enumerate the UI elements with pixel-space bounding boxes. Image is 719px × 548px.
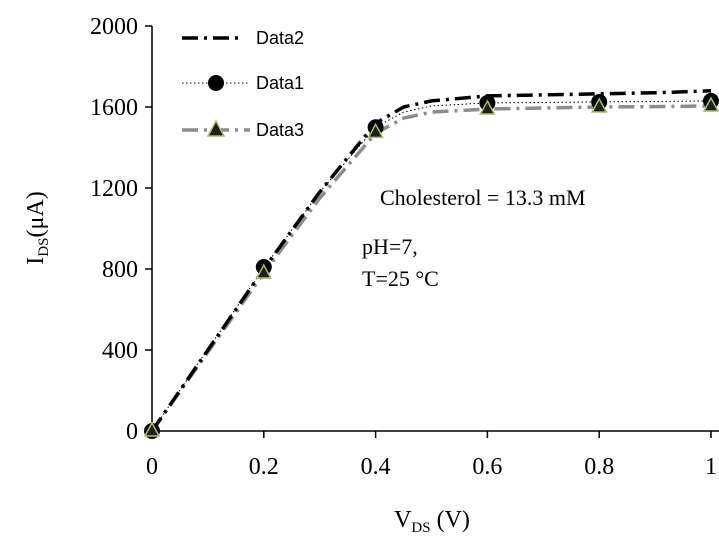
y-tick-label: 1600: [90, 95, 138, 121]
x-tick-label: 0: [146, 454, 158, 480]
y-tick-label: 1200: [90, 176, 138, 202]
data-point-data3: [590, 97, 608, 113]
x-ticks: 0 0.2 0.4 0.6 0.8 1: [146, 431, 717, 480]
data-point-data3: [143, 421, 161, 437]
legend-label-data2: Data2: [256, 28, 304, 48]
legend: Data2 Data1 Data3: [182, 28, 304, 140]
legend-item-data1: Data1: [182, 73, 304, 93]
data-point-data3: [367, 122, 384, 139]
y-axis-title-unit: (μA): [23, 191, 49, 237]
series-line-data3: [150, 104, 712, 433]
legend-marker-data3: [206, 119, 226, 137]
x-tick-label: 0.8: [584, 454, 614, 480]
data-point-data3: [702, 96, 719, 112]
series-line-data2: [150, 89, 712, 432]
x-tick-label: 0.2: [249, 454, 279, 480]
legend-marker-data1: [208, 75, 224, 91]
annotation-ph: pH=7,: [362, 234, 418, 259]
y-tick-label: 800: [102, 257, 138, 283]
x-axis-title: VDS (V): [394, 507, 470, 536]
legend-item-data2: Data2: [182, 28, 304, 48]
x-tick-label: 1: [705, 454, 717, 480]
y-axis-title: IDS(μA): [23, 191, 52, 264]
data-point-data3: [479, 99, 496, 115]
x-tick-label: 0.4: [361, 454, 391, 480]
series-line-data1: [151, 100, 712, 432]
x-tick-label: 0.6: [472, 454, 502, 480]
y-ticks: 0 400 800 1200 1600 2000: [90, 14, 152, 445]
y-tick-label: 0: [126, 419, 138, 445]
x-axis-title-unit: (V): [431, 507, 470, 533]
legend-label-data3: Data3: [256, 120, 304, 140]
y-tick-label: 2000: [90, 14, 138, 40]
data-point-data3: [255, 263, 273, 279]
series-layer: [143, 89, 719, 439]
y-axis-title-text: IDS(μA): [23, 191, 52, 264]
x-axis-title-sub: DS: [411, 520, 430, 536]
annotation-cholesterol: Cholesterol = 13.3 mM: [380, 185, 586, 210]
axes: 0 400 800 1200 1600 2000 0 0.2 0.4 0.6 0.8 1: [90, 14, 719, 480]
y-tick-label: 400: [102, 338, 138, 364]
annotation-temperature: T=25 °C: [362, 266, 439, 291]
y-axis-title-sub: DS: [36, 238, 52, 257]
legend-label-data1: Data1: [256, 73, 304, 93]
annotation-box: Cholesterol = 13.3 mM pH=7, T=25 °C: [362, 185, 586, 291]
legend-item-data3: Data3: [182, 119, 304, 140]
x-axis-title-main: V: [394, 507, 412, 533]
y-axis-title-main: I: [23, 257, 49, 265]
